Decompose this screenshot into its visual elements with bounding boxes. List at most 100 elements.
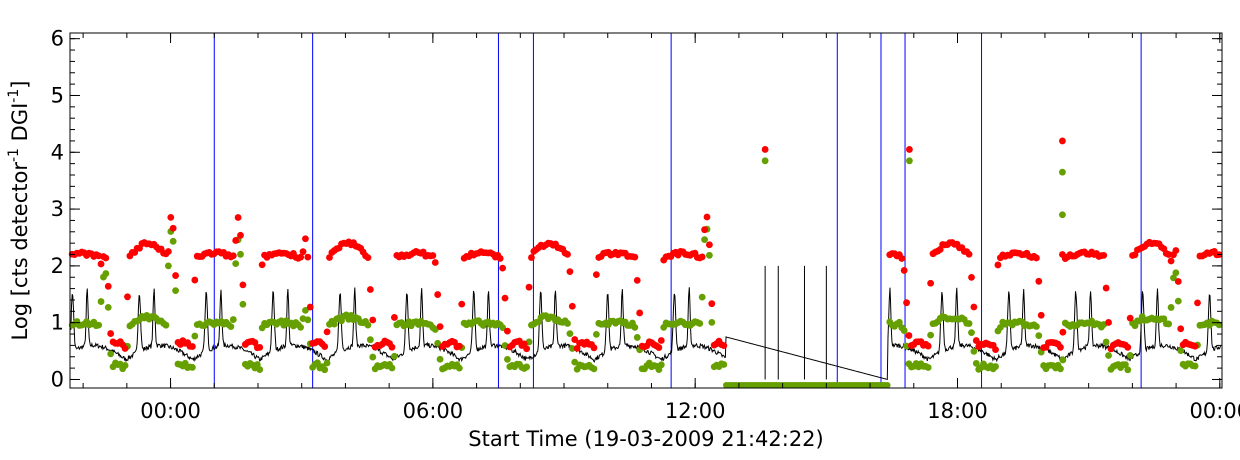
green-point <box>104 304 112 311</box>
red-point <box>323 328 331 336</box>
red-point <box>898 255 906 262</box>
green-point <box>239 300 247 308</box>
y-axis-title-main: Log [cts detector <box>8 162 32 341</box>
green-series-layer <box>68 157 1223 389</box>
x-tick-label: 06:00 <box>403 399 464 423</box>
green-point <box>390 352 398 360</box>
green-point <box>164 262 172 270</box>
y-tick-label: 5 <box>51 83 64 107</box>
x-tick-label: 00:00 <box>140 399 201 423</box>
green-point <box>237 250 244 258</box>
red-point <box>304 253 312 261</box>
x-axis-title: Start Time (19-03-2009 21:42:22) <box>468 427 823 451</box>
green-point <box>169 237 177 245</box>
red-point <box>1059 137 1066 145</box>
green-point <box>1057 365 1064 373</box>
red-point <box>455 342 463 350</box>
y-tick-label: 3 <box>51 197 64 221</box>
red-point <box>234 214 242 221</box>
green-point <box>1191 362 1199 370</box>
green-point <box>302 306 309 314</box>
red-point <box>1165 251 1173 258</box>
red-point <box>528 254 535 261</box>
green-point <box>633 334 641 341</box>
red-point <box>1177 325 1185 333</box>
x-tick-label: 12:00 <box>665 399 726 423</box>
green-point <box>297 324 305 331</box>
x-tick-label: 00:00 <box>1190 399 1240 423</box>
green-point <box>232 260 240 268</box>
green-point <box>657 361 665 369</box>
red-point <box>571 336 579 343</box>
red-point <box>631 253 639 261</box>
green-point <box>1102 338 1110 346</box>
red-point <box>436 323 444 331</box>
y-tick-label: 1 <box>51 311 64 335</box>
red-point <box>458 300 466 308</box>
green-point <box>906 157 913 165</box>
red-point <box>1033 254 1040 262</box>
red-point <box>189 343 196 350</box>
green-point <box>162 321 170 329</box>
green-point <box>1035 332 1043 340</box>
red-point <box>164 248 172 255</box>
red-point <box>366 286 374 293</box>
x-tick-label: 18:00 <box>927 399 988 423</box>
green-point <box>388 364 396 372</box>
y-tick-label: 6 <box>51 27 64 51</box>
red-point <box>1059 328 1067 336</box>
red-point <box>525 283 533 291</box>
green-point <box>965 320 973 327</box>
red-point <box>232 237 240 244</box>
red-point <box>191 276 199 284</box>
green-point <box>229 316 237 323</box>
green-point <box>566 330 574 338</box>
green-point <box>323 359 331 367</box>
green-point <box>895 318 903 326</box>
red-point <box>97 260 105 268</box>
green-point <box>1174 297 1182 305</box>
red-point <box>761 146 769 153</box>
red-point <box>1167 257 1175 265</box>
green-point <box>708 318 716 326</box>
green-point <box>95 321 103 329</box>
red-point <box>703 213 711 221</box>
green-point <box>1165 320 1173 328</box>
red-point <box>251 339 259 346</box>
tick-marks <box>70 33 1222 388</box>
green-point <box>1121 361 1129 369</box>
red-point <box>1057 343 1064 351</box>
y-tick-labels: 0 1 2 3 4 5 6 <box>51 27 64 392</box>
red-point <box>390 314 398 321</box>
green-point <box>523 363 531 371</box>
green-point <box>1105 352 1112 359</box>
green-point <box>884 381 891 389</box>
green-point <box>1167 304 1175 311</box>
red-point <box>229 252 237 260</box>
y-axis-title-sup1: -1 <box>6 148 22 162</box>
red-point <box>1191 342 1199 350</box>
green-point <box>698 293 706 301</box>
green-point <box>927 331 935 339</box>
red-point <box>590 344 598 352</box>
green-point <box>436 355 444 363</box>
green-point <box>369 353 377 361</box>
red-point <box>905 332 913 339</box>
green-point <box>455 364 463 372</box>
red-point <box>239 281 247 289</box>
red-point <box>564 250 571 258</box>
red-point <box>636 309 644 317</box>
green-point <box>696 320 704 327</box>
red-point <box>568 302 576 310</box>
y-axis-title-sup2: -1 <box>6 89 22 103</box>
green-point <box>321 366 329 374</box>
green-point <box>701 236 708 244</box>
green-point <box>1124 366 1132 374</box>
green-point <box>227 323 235 330</box>
plot-frame <box>69 32 1223 389</box>
red-point <box>104 282 112 290</box>
red-point <box>172 272 179 279</box>
green-point <box>568 345 576 352</box>
red-point <box>1124 343 1132 351</box>
